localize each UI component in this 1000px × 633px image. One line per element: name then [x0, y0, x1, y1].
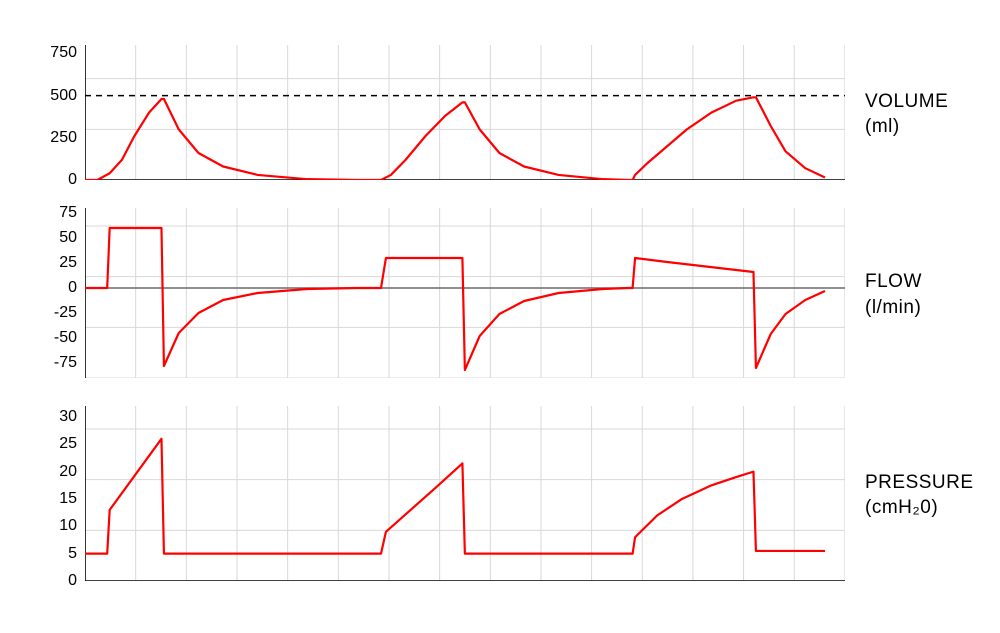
- volume-label-line-0: VOLUME: [865, 89, 948, 115]
- volume-label-line-1: (ml): [865, 114, 948, 140]
- pressure-ytick: 25: [59, 435, 77, 453]
- pressure-ytick: 15: [59, 490, 77, 508]
- flow-ytick: -75: [54, 354, 77, 372]
- ventilator-waveforms-figure: { "figure_width": 1000, "figure_height":…: [0, 0, 1000, 633]
- flow-label-line-0: FLOW: [865, 269, 922, 295]
- volume-ytick: 750: [50, 44, 77, 62]
- flow-chart: -75-50-250255075FLOW(l/min): [0, 208, 1000, 378]
- pressure-ytick: 30: [59, 408, 77, 426]
- pressure-label-line-1: (cmH₂0): [865, 495, 974, 521]
- flow-ytick: -25: [54, 304, 77, 322]
- pressure-ytick: 10: [59, 517, 77, 535]
- flow-ytick: 25: [59, 254, 77, 272]
- flow-trace: [85, 228, 825, 370]
- pressure-ytick: 20: [59, 463, 77, 481]
- pressure-trace: [85, 439, 825, 554]
- pressure-plot: [85, 406, 845, 581]
- pressure-label: PRESSURE(cmH₂0): [865, 470, 974, 521]
- volume-ytick: 250: [50, 129, 77, 147]
- flow-ytick: -50: [54, 329, 77, 347]
- volume-plot: [85, 45, 845, 180]
- flow-plot: [85, 208, 845, 378]
- pressure-chart: 051015202530PRESSURE(cmH₂0): [0, 406, 1000, 581]
- volume-chart: 0250500750VOLUME(ml): [0, 45, 1000, 180]
- flow-ytick: 50: [59, 229, 77, 247]
- pressure-ytick: 5: [68, 545, 77, 563]
- flow-label: FLOW(l/min): [865, 269, 922, 320]
- flow-label-line-1: (l/min): [865, 295, 922, 321]
- flow-ytick: 0: [68, 279, 77, 297]
- pressure-ytick: 0: [68, 572, 77, 590]
- pressure-label-line-0: PRESSURE: [865, 470, 974, 496]
- volume-trace: [85, 97, 825, 180]
- flow-ytick: 75: [59, 204, 77, 222]
- volume-label: VOLUME(ml): [865, 89, 948, 140]
- volume-ytick: 500: [50, 87, 77, 105]
- volume-ytick: 0: [68, 171, 77, 189]
